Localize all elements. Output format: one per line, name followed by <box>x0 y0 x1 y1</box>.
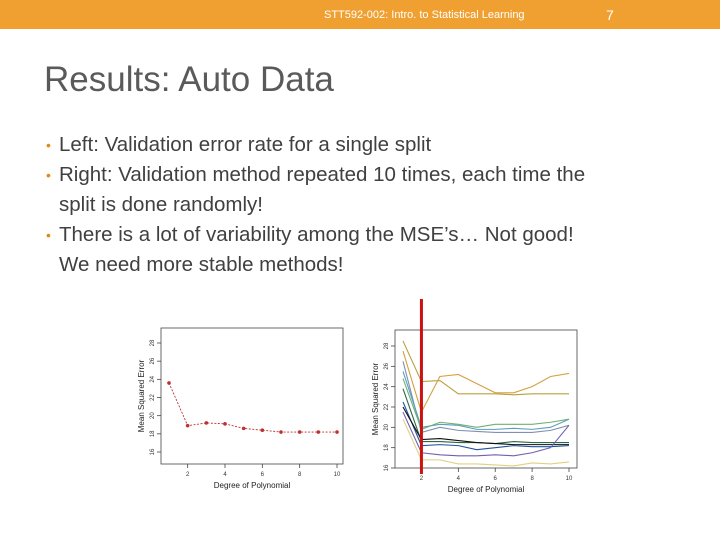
x-axis-label: Degree of Polynomial <box>214 481 291 490</box>
series-line <box>402 378 570 431</box>
series-line <box>402 388 569 445</box>
series-line <box>402 361 570 434</box>
x-tick-label: 8 <box>298 472 302 478</box>
y-tick-label: 26 <box>384 362 390 369</box>
y-tick-label: 22 <box>384 403 390 410</box>
bullet-list: • Left: Validation error rate for a singl… <box>46 130 706 280</box>
data-point <box>297 430 302 434</box>
x-tick-label: 8 <box>530 476 534 482</box>
series-line <box>402 406 569 446</box>
data-point <box>335 430 339 434</box>
course-title: STT592-002: Intro. to Statistical Learni… <box>324 9 525 21</box>
bullet-item: • There is a lot of variability among the… <box>46 220 706 280</box>
bullet-icon: • <box>46 227 51 243</box>
data-point <box>260 428 265 432</box>
y-tick-label: 18 <box>384 444 390 451</box>
plot-frame <box>394 329 578 469</box>
y-tick-label: 20 <box>384 423 390 430</box>
plot-frame <box>160 327 344 465</box>
y-tick-label: 16 <box>384 464 390 471</box>
data-point <box>223 422 227 426</box>
x-tick-label: 2 <box>420 476 424 482</box>
series-line <box>402 418 570 467</box>
y-tick-label: 26 <box>150 357 156 364</box>
data-point <box>316 430 321 434</box>
y-tick-label: 18 <box>150 430 156 437</box>
bullet-icon: • <box>46 167 51 183</box>
bullet-item: • Left: Validation error rate for a singl… <box>46 130 706 160</box>
data-point <box>185 423 190 428</box>
y-tick-label: 24 <box>150 375 156 382</box>
header-bar <box>0 0 720 29</box>
x-tick-label: 10 <box>566 476 573 482</box>
y-tick-label: 22 <box>150 394 156 401</box>
slide-title: Results: Auto Data <box>44 60 334 99</box>
data-point <box>279 430 283 434</box>
bullet-item: • Right: Validation method repeated 10 ti… <box>46 160 706 220</box>
x-tick-label: 4 <box>223 472 227 478</box>
y-axis-label: Mean Squared Error <box>371 362 380 435</box>
y-tick-label: 24 <box>384 383 390 390</box>
series-line <box>402 350 570 414</box>
x-tick-label: 4 <box>457 476 461 482</box>
bullet-text: There is a lot of variability among the … <box>59 223 574 276</box>
x-tick-label: 6 <box>261 472 265 478</box>
data-point <box>204 421 209 425</box>
bullet-icon: • <box>46 137 51 153</box>
y-tick-label: 20 <box>150 412 156 419</box>
y-tick-label: 28 <box>384 342 390 349</box>
series-line <box>402 411 570 457</box>
x-tick-label: 6 <box>494 476 498 482</box>
page-number: 7 <box>606 7 614 23</box>
x-tick-label: 2 <box>186 472 190 478</box>
data-point <box>241 426 246 431</box>
y-tick-label: 28 <box>150 339 156 346</box>
bullet-text: Right: Validation method repeated 10 tim… <box>59 163 586 216</box>
x-axis-label: Degree of Polynomial <box>448 485 525 494</box>
data-point <box>167 381 171 385</box>
bullet-text: Left: Validation error rate for a single… <box>59 133 432 156</box>
x-tick-label: 10 <box>334 472 341 478</box>
series-line <box>402 401 570 451</box>
y-tick-label: 16 <box>150 448 156 455</box>
series-line <box>402 340 569 396</box>
y-axis-label: Mean Squared Error <box>137 359 146 432</box>
series-line <box>168 382 337 433</box>
